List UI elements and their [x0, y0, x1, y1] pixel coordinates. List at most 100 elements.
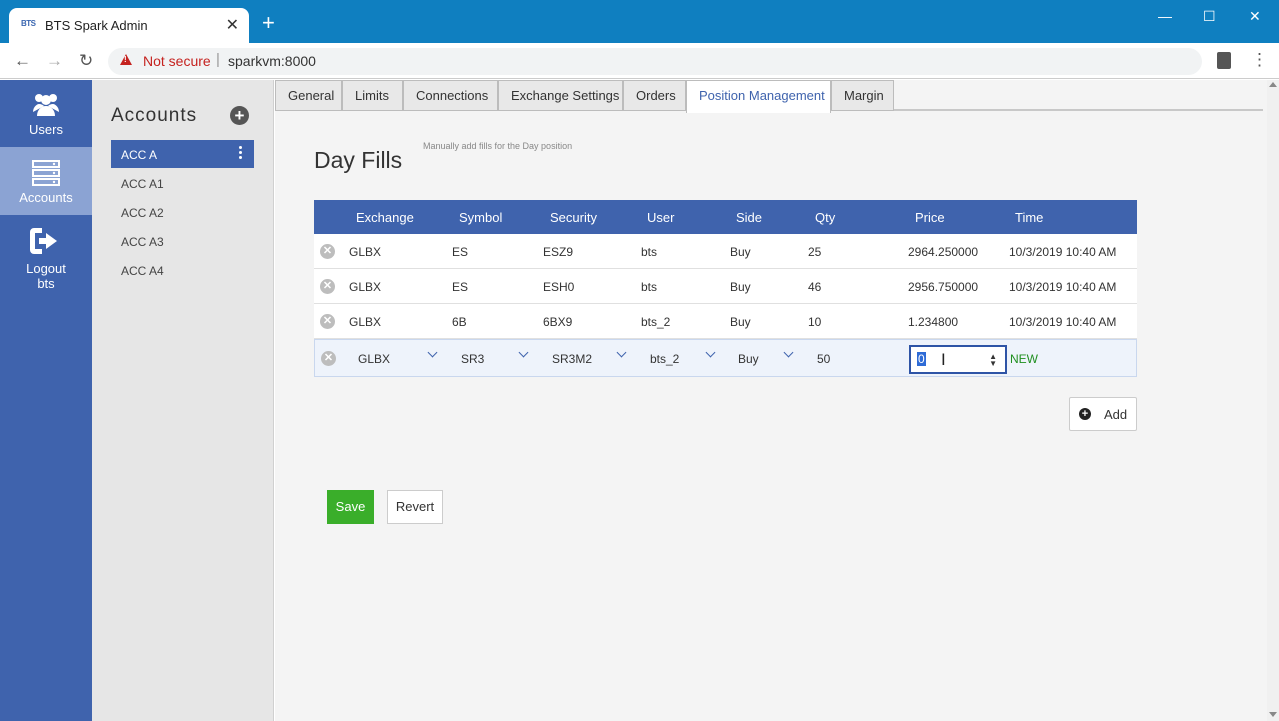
browser-menu-icon[interactable]: ⋮: [1251, 50, 1268, 69]
remove-row-icon[interactable]: ✕: [320, 314, 335, 329]
nav-accounts-label: Accounts: [19, 190, 73, 205]
cell-exchange: GLBX: [349, 280, 382, 294]
cell-exchange: GLBX: [349, 245, 382, 259]
add-fill-button[interactable]: + Add: [1069, 397, 1137, 431]
not-secure-label[interactable]: Not secure: [143, 53, 211, 69]
side-select-value: Buy: [738, 352, 759, 366]
settings-tabs: General Limits Connections Exchange Sett…: [275, 80, 1263, 113]
url-separator: |: [216, 51, 220, 68]
tab-exchange-settings[interactable]: Exchange Settings: [498, 80, 623, 111]
table-row: ✕ GLBX ES ESH0 bts Buy 46 2956.750000 10…: [314, 269, 1137, 304]
col-price[interactable]: Price: [915, 210, 945, 225]
back-icon[interactable]: ←: [14, 51, 31, 70]
cell-security: ESH0: [543, 280, 575, 294]
tab-limits[interactable]: Limits: [342, 80, 403, 111]
cell-price: 1.234800: [908, 315, 959, 329]
nav-users[interactable]: Users: [0, 90, 92, 148]
col-side[interactable]: Side: [736, 210, 763, 225]
scrollbar[interactable]: [1267, 80, 1279, 721]
account-item[interactable]: ACC A1: [111, 169, 254, 197]
page-title: Day Fills: [314, 147, 403, 173]
logout-icon: [30, 228, 57, 254]
cell-exchange: GLBX: [349, 315, 382, 329]
account-item-label: ACC A4: [121, 264, 164, 278]
cell-symbol: ES: [452, 280, 469, 294]
window-close-icon[interactable]: ✕: [1249, 8, 1261, 24]
cell-qty: 46: [808, 280, 822, 294]
user-select-value: bts_2: [650, 352, 680, 366]
tab-connections[interactable]: Connections: [403, 80, 498, 111]
cell-time: 10/3/2019 10:40 AM: [1009, 245, 1117, 259]
cell-qty: 10: [808, 315, 822, 329]
minimize-icon[interactable]: —: [1158, 8, 1172, 24]
chevron-down-icon: [519, 349, 528, 358]
col-user[interactable]: User: [647, 210, 675, 225]
col-exchange[interactable]: Exchange: [356, 210, 414, 225]
col-security[interactable]: Security: [550, 210, 597, 225]
cell-user: bts: [641, 245, 658, 259]
server-icon: [32, 160, 60, 186]
tab-close-icon[interactable]: ✕: [225, 17, 239, 34]
browser-tab[interactable]: BTS BTS Spark Admin ✕: [9, 8, 249, 43]
cell-security: 6BX9: [543, 315, 573, 329]
chevron-down-icon: [784, 349, 793, 358]
tab-position-management[interactable]: Position Management: [686, 80, 831, 113]
plus-circle-icon: +: [1079, 408, 1091, 420]
address-bar: ← → ↻ Not secure | sparkvm:8000 ⋮: [0, 43, 1279, 79]
chevron-down-icon: [617, 349, 626, 358]
exchange-select-value: GLBX: [358, 352, 391, 366]
remove-row-icon[interactable]: ✕: [321, 351, 336, 366]
left-nav: Users Accounts Logout bts: [0, 80, 92, 721]
remove-row-icon[interactable]: ✕: [320, 279, 335, 294]
remove-row-icon[interactable]: ✕: [320, 244, 335, 259]
scroll-up-icon[interactable]: [1269, 82, 1277, 87]
nav-accounts[interactable]: Accounts: [0, 147, 92, 215]
cell-symbol: ES: [452, 245, 469, 259]
favicon-icon: BTS: [21, 19, 36, 28]
table-row: ✕ GLBX ES ESZ9 bts Buy 25 2964.250000 10…: [314, 234, 1137, 269]
cell-time: 10/3/2019 10:40 AM: [1009, 315, 1117, 329]
cell-price: 2956.750000: [908, 280, 979, 294]
account-item[interactable]: ACC A2: [111, 198, 254, 226]
col-qty[interactable]: Qty: [815, 210, 836, 225]
price-input[interactable]: 0 I ▲ ▼: [909, 345, 1007, 374]
tab-orders[interactable]: Orders: [623, 80, 686, 111]
save-button[interactable]: Save: [327, 490, 374, 524]
tab-margin[interactable]: Margin: [831, 80, 894, 111]
spinner-icon[interactable]: ▲ ▼: [989, 352, 997, 368]
kebab-menu-icon[interactable]: [239, 146, 242, 161]
cell-user: bts: [641, 280, 658, 294]
account-item-label: ACC A: [121, 148, 158, 162]
account-item[interactable]: ACC A3: [111, 227, 254, 255]
tab-title: BTS Spark Admin: [45, 18, 148, 33]
account-item-label: ACC A1: [121, 177, 164, 191]
url-text[interactable]: sparkvm:8000: [228, 53, 316, 69]
text-cursor-icon: I: [941, 350, 946, 369]
cell-security: ESZ9: [543, 245, 574, 259]
new-tab-icon[interactable]: +: [262, 10, 275, 35]
col-time[interactable]: Time: [1015, 210, 1044, 225]
nav-logout[interactable]: Logout bts: [0, 225, 92, 295]
revert-button[interactable]: Revert: [387, 490, 443, 524]
account-item[interactable]: ACC A4: [111, 256, 254, 284]
account-item[interactable]: ACC A: [111, 140, 254, 168]
nav-users-label: Users: [29, 122, 63, 137]
add-account-icon[interactable]: +: [230, 106, 249, 125]
browser-titlebar: BTS BTS Spark Admin ✕ + — ☐ ✕: [0, 0, 1279, 43]
cell-user: bts_2: [641, 315, 671, 329]
maximize-icon[interactable]: ☐: [1203, 8, 1216, 24]
clipboard-icon[interactable]: [1217, 52, 1231, 69]
account-item-label: ACC A3: [121, 235, 164, 249]
col-symbol[interactable]: Symbol: [459, 210, 503, 225]
forward-icon[interactable]: →: [46, 51, 63, 70]
tab-general[interactable]: General: [275, 80, 342, 111]
symbol-select-value: SR3: [461, 352, 485, 366]
grid-header: Exchange Symbol Security User Side Qty P…: [314, 200, 1137, 234]
scroll-down-icon[interactable]: [1269, 712, 1277, 717]
reload-icon[interactable]: ↻: [79, 51, 94, 70]
qty-field[interactable]: 50: [817, 352, 831, 366]
omnibox[interactable]: Not secure | sparkvm:8000: [108, 48, 1202, 75]
cell-price: 2964.250000: [908, 245, 979, 259]
accounts-panel: Accounts + ACC A ACC A1 ACC A2 ACC A3 AC…: [92, 80, 274, 721]
warning-icon: [120, 54, 132, 65]
